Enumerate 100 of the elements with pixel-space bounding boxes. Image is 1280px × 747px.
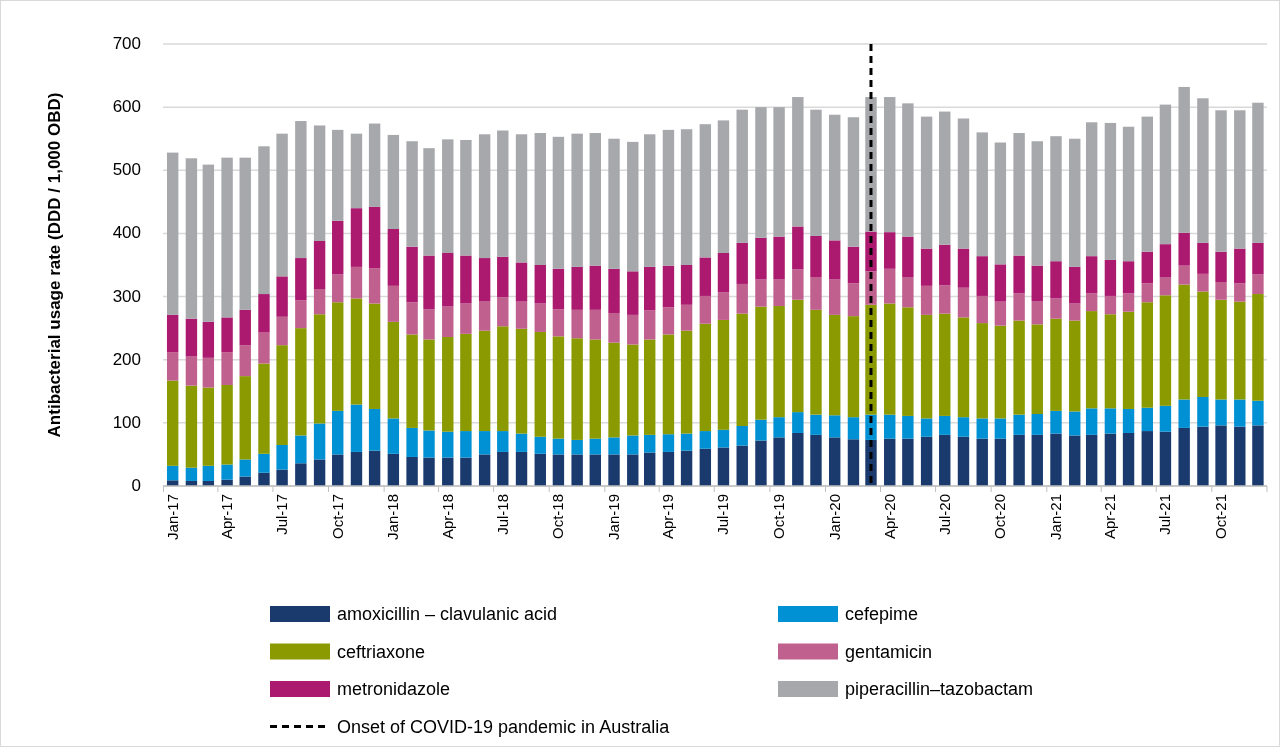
bar	[515, 451, 528, 486]
y-tick-label: 700	[112, 34, 141, 53]
bar	[627, 141, 639, 272]
bar	[534, 133, 546, 265]
bar	[552, 268, 565, 310]
bar	[920, 248, 933, 286]
bar	[717, 447, 730, 486]
bar	[221, 317, 233, 353]
bar	[1252, 102, 1264, 243]
bar	[920, 418, 933, 437]
bar	[1122, 261, 1135, 294]
legend-label: Onset of COVID-19 pandemic in Australia	[337, 716, 671, 737]
bar	[884, 303, 896, 415]
bar	[644, 310, 656, 340]
bar	[332, 220, 344, 275]
bar	[534, 453, 546, 486]
bar	[773, 107, 785, 237]
bar	[1013, 434, 1025, 486]
bar	[957, 248, 970, 288]
bar	[957, 436, 970, 486]
bar	[608, 342, 620, 438]
bar	[644, 434, 656, 453]
bar	[1085, 408, 1098, 435]
bar	[1050, 318, 1062, 411]
bar	[1141, 431, 1153, 486]
bar	[1031, 414, 1043, 435]
bar	[368, 123, 381, 207]
bar	[1122, 126, 1135, 262]
bar	[699, 295, 712, 324]
bar	[1197, 426, 1209, 486]
bar	[755, 279, 767, 307]
bar	[442, 306, 454, 337]
bar	[589, 265, 601, 310]
bar	[1050, 298, 1062, 319]
bar	[976, 323, 988, 419]
bar	[534, 331, 546, 437]
bar	[423, 457, 435, 486]
bar	[166, 352, 179, 381]
bar	[589, 133, 601, 266]
bar	[478, 134, 491, 259]
bar	[680, 450, 693, 486]
bar	[810, 109, 822, 236]
bar	[387, 418, 400, 454]
bar	[1234, 110, 1246, 249]
bar	[847, 439, 860, 486]
bar	[406, 141, 418, 247]
bar	[258, 146, 270, 295]
bar	[773, 236, 785, 280]
bar	[957, 317, 970, 418]
bar	[1141, 251, 1153, 284]
x-tick-label: Jan-17	[163, 494, 181, 540]
bar	[939, 313, 951, 416]
x-tick-label: Jul-17	[273, 494, 291, 535]
bar	[239, 376, 251, 460]
x-tick-label: Jan-21	[1046, 494, 1064, 540]
bar	[239, 345, 251, 377]
bar	[920, 436, 933, 486]
x-tick-label: Apr-20	[880, 494, 898, 540]
bar	[1252, 400, 1264, 426]
bar	[423, 339, 435, 431]
bar	[829, 415, 841, 438]
bar	[939, 434, 951, 486]
bar	[699, 124, 712, 258]
bar	[829, 437, 841, 486]
bar	[884, 414, 896, 439]
bar	[276, 469, 288, 486]
bar	[1013, 293, 1025, 321]
bar	[350, 451, 363, 486]
bar	[221, 464, 233, 480]
bar	[1215, 251, 1227, 283]
bar	[239, 459, 251, 477]
bar	[829, 240, 841, 280]
bar	[423, 430, 435, 458]
bar	[202, 164, 215, 322]
bar	[406, 246, 418, 303]
bar	[1104, 259, 1117, 296]
bar	[1085, 293, 1098, 312]
bar	[295, 121, 307, 259]
bar	[571, 309, 583, 339]
bar	[571, 338, 583, 440]
bar	[478, 454, 491, 486]
bar	[460, 255, 472, 304]
bar	[1252, 294, 1264, 401]
bar	[920, 285, 933, 315]
x-tick-label: Jul-19	[714, 494, 732, 535]
y-tick-label: 100	[112, 412, 141, 432]
bar	[847, 316, 860, 418]
bar	[1159, 244, 1172, 277]
bar	[497, 431, 509, 452]
bar	[957, 118, 970, 249]
bar	[552, 438, 565, 455]
bar	[1085, 434, 1098, 486]
bar	[920, 314, 933, 419]
x-tick-label: Jan-18	[384, 494, 402, 540]
bar	[1159, 295, 1172, 406]
bar	[736, 313, 748, 427]
bar	[627, 314, 639, 345]
bar	[1252, 425, 1264, 486]
y-tick-label: 400	[112, 223, 141, 243]
bar	[276, 345, 288, 445]
